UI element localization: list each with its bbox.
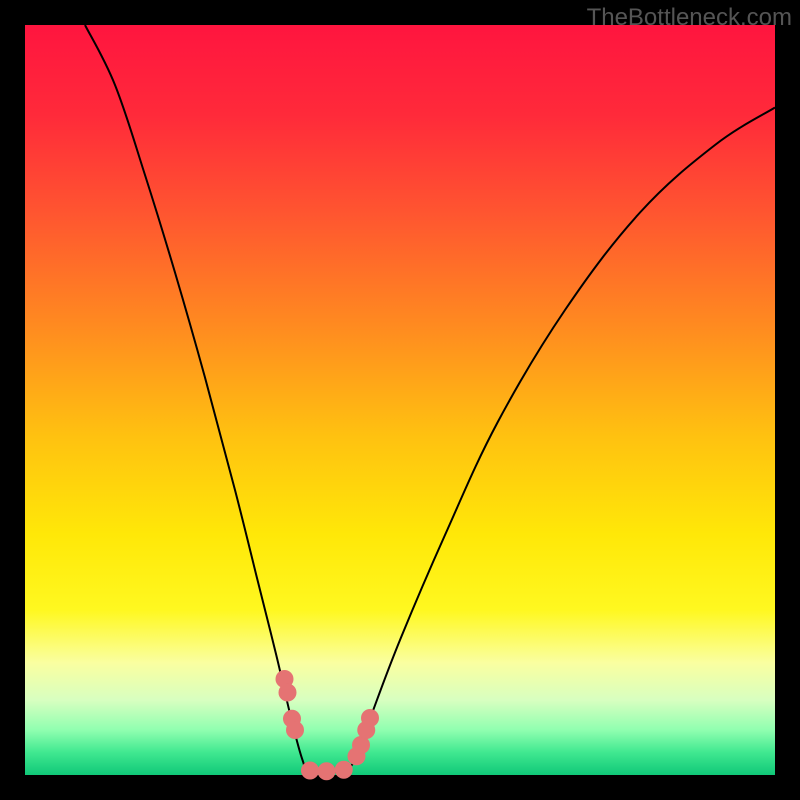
- marker-left: [286, 721, 304, 739]
- marker-left: [279, 684, 297, 702]
- bottleneck-chart: [0, 0, 800, 800]
- chart-background: [25, 25, 775, 775]
- marker-bottom: [318, 762, 336, 780]
- marker-bottom: [301, 762, 319, 780]
- marker-bottom: [335, 761, 353, 779]
- marker-right: [361, 709, 379, 727]
- chart-container: TheBottleneck.com: [0, 0, 800, 800]
- watermark-text: TheBottleneck.com: [587, 4, 792, 32]
